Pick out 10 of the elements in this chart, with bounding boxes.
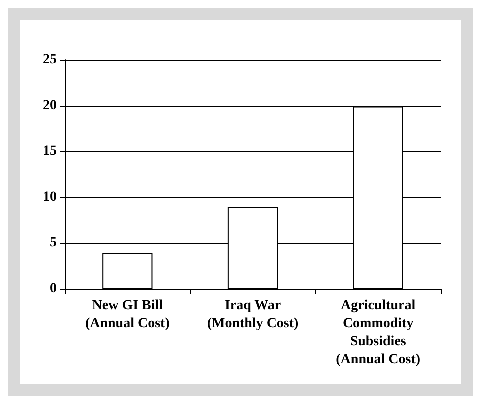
bar (102, 253, 153, 289)
x-tick-label: Iraq War (Monthly Cost) (207, 298, 300, 332)
x-tick-label: Agricultural Commodity Subsidies (Annual Cost) (336, 298, 421, 368)
y-tick-label: 20 (43, 98, 57, 114)
y-tick-label: 15 (43, 144, 57, 160)
x-tick-label: New GI Bill (Annual Cost) (85, 298, 170, 332)
y-tick-label: 5 (50, 236, 57, 251)
y-tick-label: 10 (43, 190, 57, 205)
y-tick-label: 0 (50, 282, 57, 296)
y-tick-label: 25 (43, 52, 57, 68)
